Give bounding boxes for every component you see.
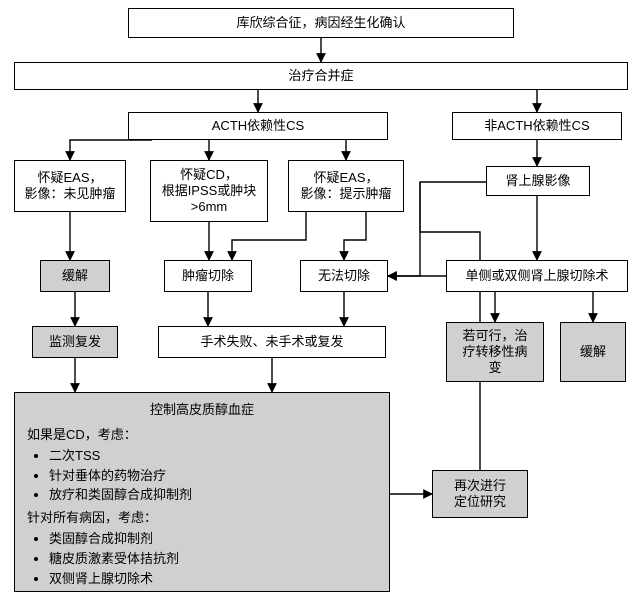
- node-text: 无法切除: [318, 268, 370, 284]
- node-title: 库欣综合征，病因经生化确认: [128, 8, 514, 38]
- node-control-hypercortisolism: 控制高皮质醇血症 如果是CD，考虑： 二次TSS针对垂体的药物治疗放疗和类固醇合…: [14, 392, 390, 592]
- node-suspect-eas-positive: 怀疑EAS，影像：提示肿瘤: [288, 160, 404, 212]
- flowchart-canvas: 库欣综合征，病因经生化确认 治疗合并症 ACTH依赖性CS 非ACTH依赖性CS…: [0, 0, 640, 610]
- node-text: ACTH依赖性CS: [212, 118, 304, 134]
- node-relocalization-study: 再次进行定位研究: [432, 470, 528, 518]
- big-box-list-item: 二次TSS: [49, 447, 377, 466]
- node-text: 缓解: [580, 344, 606, 360]
- big-box-list-item: 双侧肾上腺切除术: [49, 570, 377, 589]
- node-suspect-cd: 怀疑CD，根据IPSS或肿块>6mm: [150, 160, 268, 222]
- node-monitor-recurrence: 监测复发: [32, 326, 118, 358]
- big-box-group2-list: 类固醇合成抑制剂糖皮质激素受体拮抗剂双侧肾上腺切除术: [27, 530, 377, 589]
- big-box-group2-label: 针对所有病因，考虑：: [27, 509, 377, 528]
- node-text: 手术失败、未手术或复发: [200, 334, 343, 350]
- node-adrenalectomy: 单侧或双侧肾上腺切除术: [446, 260, 628, 292]
- big-box-group1-label: 如果是CD，考虑：: [27, 426, 377, 445]
- node-text: 监测复发: [49, 334, 101, 350]
- node-text: 库欣综合征，病因经生化确认: [236, 15, 405, 31]
- node-acth-dependent: ACTH依赖性CS: [128, 112, 388, 140]
- node-text: 怀疑EAS，影像：提示肿瘤: [300, 170, 391, 203]
- node-text: 非ACTH依赖性CS: [484, 118, 589, 134]
- node-remission-1: 缓解: [40, 260, 110, 292]
- big-box-list-item: 放疗和类固醇合成抑制剂: [49, 486, 377, 505]
- node-treat-comorbidities: 治疗合并症: [14, 62, 628, 90]
- node-text: 肾上腺影像: [505, 173, 570, 189]
- node-text: 若可行，治疗转移性病变: [462, 328, 527, 377]
- node-tumor-resection: 肿瘤切除: [164, 260, 252, 292]
- node-text: 治疗合并症: [288, 68, 353, 84]
- node-text: 再次进行定位研究: [454, 478, 506, 511]
- node-treat-metastatic: 若可行，治疗转移性病变: [446, 322, 544, 382]
- big-box-list-item: 针对垂体的药物治疗: [49, 467, 377, 486]
- node-adrenal-imaging: 肾上腺影像: [486, 166, 590, 196]
- node-text: 缓解: [62, 268, 88, 284]
- node-text: 单侧或双侧肾上腺切除术: [465, 268, 608, 284]
- node-text: 肿瘤切除: [182, 268, 234, 284]
- node-surgery-failed: 手术失败、未手术或复发: [158, 326, 386, 358]
- big-box-list-item: 类固醇合成抑制剂: [49, 530, 377, 549]
- node-suspect-eas-negative: 怀疑EAS，影像：未见肿瘤: [14, 160, 126, 212]
- node-unresectable: 无法切除: [300, 260, 388, 292]
- node-acth-independent: 非ACTH依赖性CS: [452, 112, 622, 140]
- node-text: 怀疑EAS，影像：未见肿瘤: [24, 170, 115, 203]
- node-remission-2: 缓解: [560, 322, 626, 382]
- big-box-title: 控制高皮质醇血症: [27, 401, 377, 420]
- big-box-list-item: 糖皮质激素受体拮抗剂: [49, 550, 377, 569]
- node-text: 怀疑CD，根据IPSS或肿块>6mm: [162, 167, 257, 216]
- big-box-group1-list: 二次TSS针对垂体的药物治疗放疗和类固醇合成抑制剂: [27, 447, 377, 506]
